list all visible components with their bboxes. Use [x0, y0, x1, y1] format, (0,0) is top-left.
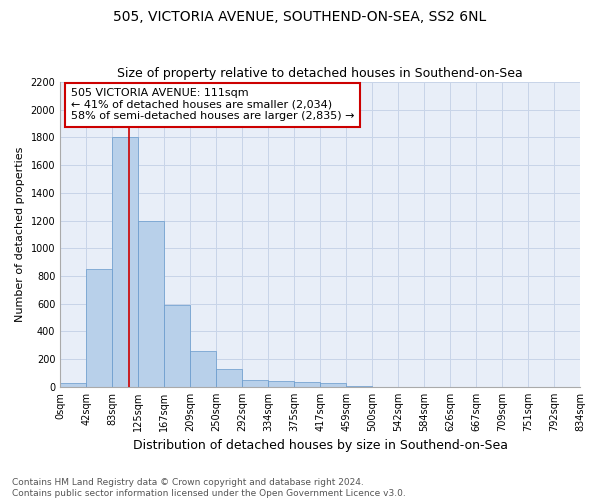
- Bar: [242, 380, 268, 387]
- Bar: [294, 382, 320, 387]
- Text: Contains HM Land Registry data © Crown copyright and database right 2024.
Contai: Contains HM Land Registry data © Crown c…: [12, 478, 406, 498]
- Bar: [86, 269, 112, 387]
- Bar: [112, 138, 138, 387]
- Text: 505 VICTORIA AVENUE: 111sqm
← 41% of detached houses are smaller (2,034)
58% of : 505 VICTORIA AVENUE: 111sqm ← 41% of det…: [71, 88, 354, 122]
- Bar: [60, 384, 86, 387]
- Text: 505, VICTORIA AVENUE, SOUTHEND-ON-SEA, SS2 6NL: 505, VICTORIA AVENUE, SOUTHEND-ON-SEA, S…: [113, 10, 487, 24]
- Bar: [346, 386, 372, 387]
- Bar: [164, 305, 190, 387]
- Title: Size of property relative to detached houses in Southend-on-Sea: Size of property relative to detached ho…: [117, 66, 523, 80]
- Bar: [190, 351, 216, 387]
- Bar: [216, 369, 242, 387]
- Y-axis label: Number of detached properties: Number of detached properties: [15, 147, 25, 322]
- X-axis label: Distribution of detached houses by size in Southend-on-Sea: Distribution of detached houses by size …: [133, 440, 508, 452]
- Bar: [320, 384, 346, 387]
- Bar: [138, 220, 164, 387]
- Bar: [268, 380, 294, 387]
